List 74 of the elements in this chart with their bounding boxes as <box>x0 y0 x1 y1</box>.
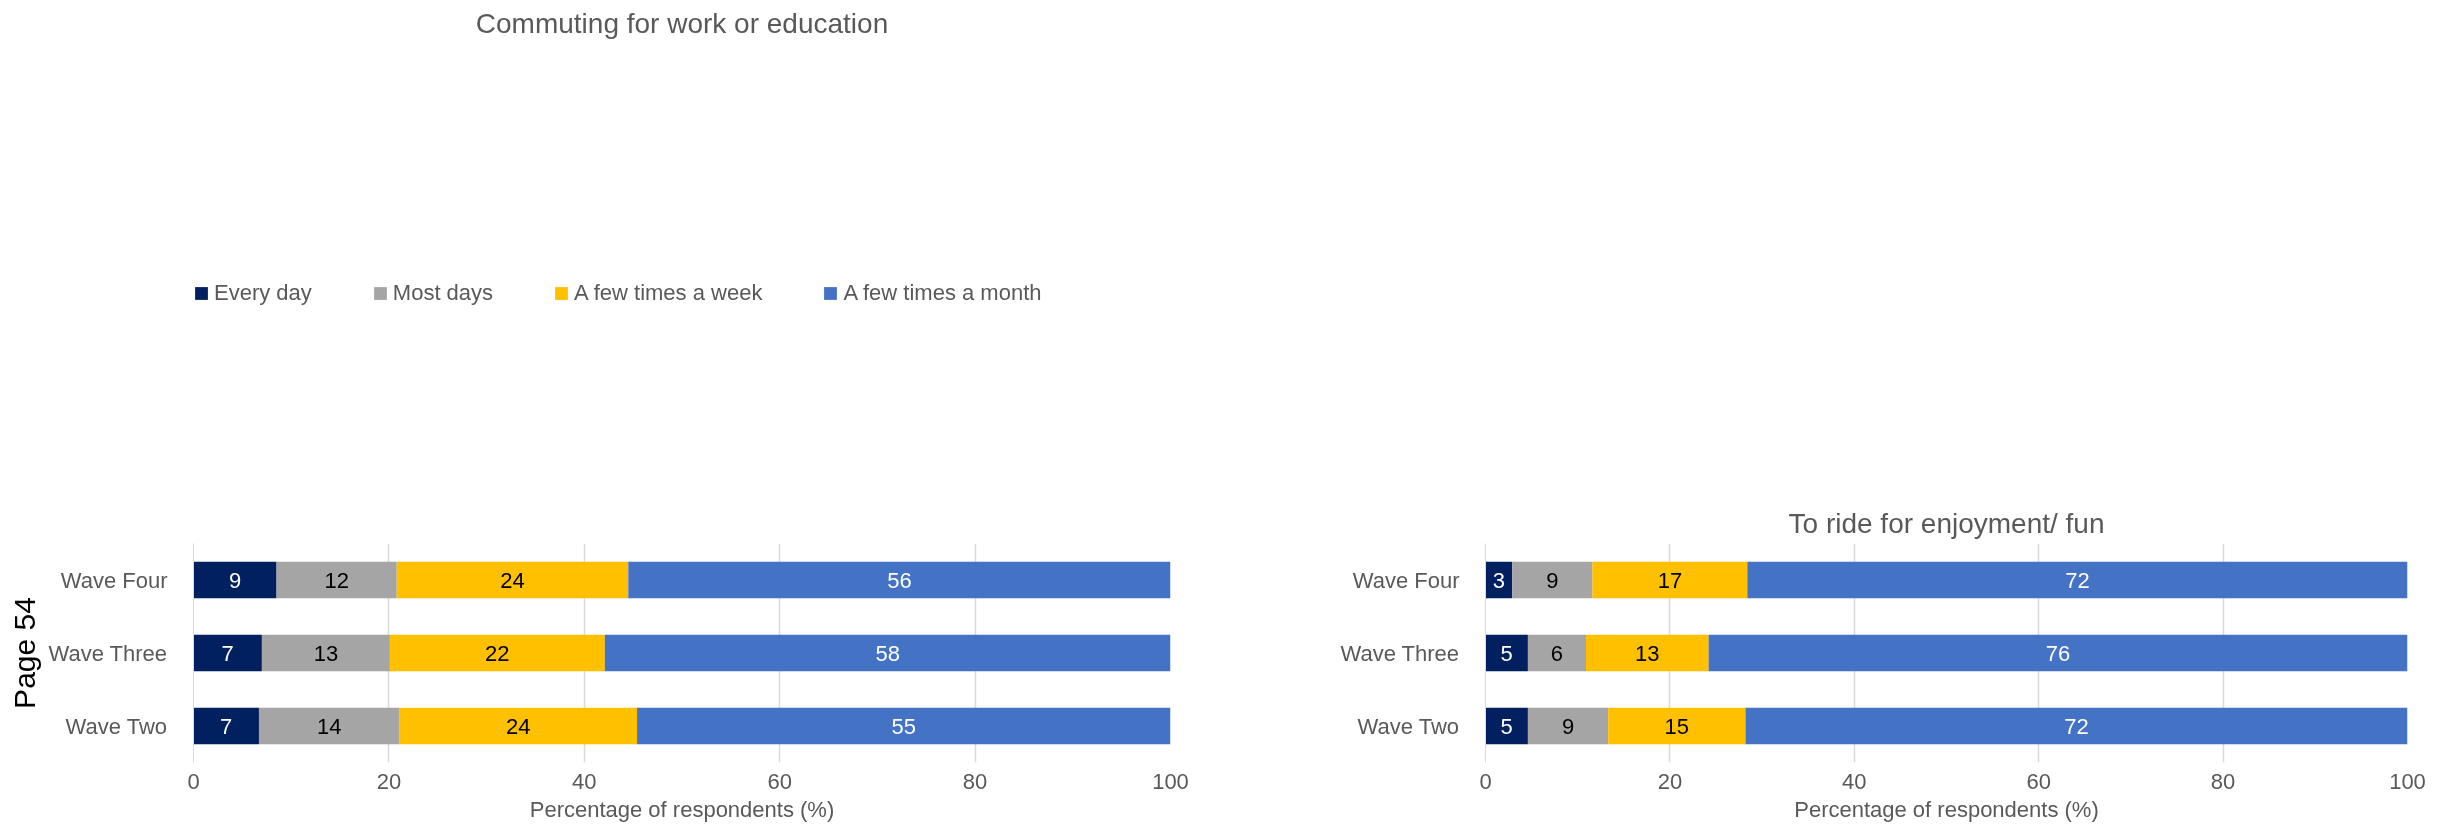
y-tick-label: Wave Four <box>1352 567 1460 593</box>
data-label: 58 <box>875 640 900 666</box>
x-tick-label: 40 <box>572 768 597 794</box>
x-tick-label: 0 <box>1479 768 1492 794</box>
x-tick-label: 20 <box>376 768 402 794</box>
data-label: 76 <box>2045 640 2071 666</box>
data-label: 6 <box>1550 640 1564 666</box>
bar <box>399 707 638 745</box>
legend-label: A few times a month <box>843 280 1042 306</box>
data-label: 55 <box>891 713 917 739</box>
bar <box>637 707 1171 745</box>
bar <box>1485 707 1528 745</box>
data-label: 12 <box>324 567 349 593</box>
legend-label: Every day <box>214 280 312 306</box>
bar <box>1592 561 1748 599</box>
bar <box>1527 634 1586 672</box>
x-tick-label: 60 <box>767 768 792 794</box>
x-axis-title: Percentage of respondents (%) <box>529 796 835 822</box>
bar <box>261 634 390 672</box>
bar <box>389 634 605 672</box>
x-tick-label: 100 <box>2389 768 2426 794</box>
bar <box>396 561 629 599</box>
data-label: 13 <box>313 640 339 666</box>
data-label: 15 <box>1664 713 1690 739</box>
data-label: 5 <box>1500 640 1513 666</box>
data-label: 72 <box>2064 713 2089 739</box>
bar <box>604 634 1171 672</box>
bar <box>1485 634 1528 672</box>
bar <box>1708 634 2408 672</box>
text: Page 54 <box>7 597 41 709</box>
data-label: 24 <box>506 713 531 739</box>
bar <box>1608 707 1746 745</box>
x-tick-label: 80 <box>962 768 988 794</box>
bar <box>1745 707 2408 745</box>
bar <box>628 561 1171 599</box>
data-label: 3 <box>1492 567 1505 593</box>
bar <box>276 561 397 599</box>
y-tick-label: Wave Three <box>1340 640 1460 666</box>
x-tick-label: 60 <box>2026 768 2051 794</box>
data-label: 7 <box>221 640 234 666</box>
x-axis-title: Percentage of respondents (%) <box>1794 796 2099 822</box>
data-label: 22 <box>485 640 510 666</box>
x-tick-label: 80 <box>2210 768 2236 794</box>
x-tick-label: 20 <box>1657 768 1683 794</box>
x-tick-label: 40 <box>1842 768 1867 794</box>
bar <box>193 707 259 745</box>
data-label: 5 <box>1500 713 1513 739</box>
y-tick-label: Wave Four <box>60 567 168 593</box>
chart-title: To ride for enjoyment/ fun <box>1788 507 2105 539</box>
legend-label: Most days <box>392 280 494 306</box>
chart-title: Commuting for work or education <box>475 7 889 39</box>
bar <box>1527 707 1609 745</box>
bar <box>1586 634 1709 672</box>
y-tick-label: Wave Three <box>48 640 168 666</box>
bar <box>258 707 400 745</box>
data-label: 9 <box>228 567 242 593</box>
data-label: 24 <box>500 567 525 593</box>
data-label: 9 <box>1546 567 1559 593</box>
data-label: 7 <box>220 713 233 739</box>
data-label: 14 <box>317 713 342 739</box>
bar <box>193 634 262 672</box>
bar <box>193 561 277 599</box>
data-label: 72 <box>2065 567 2090 593</box>
data-label: 9 <box>1561 713 1575 739</box>
x-tick-label: 100 <box>1152 768 1189 794</box>
bar <box>1747 561 2408 599</box>
data-label: 17 <box>1657 567 1683 593</box>
x-tick-label: 0 <box>187 768 200 794</box>
legend-label: A few times a week <box>574 280 763 306</box>
data-label: 13 <box>1635 640 1660 666</box>
y-tick-label: Wave Two <box>1357 713 1460 739</box>
data-label: 56 <box>887 567 912 593</box>
y-tick-label: Wave Two <box>65 713 168 739</box>
bar <box>1512 561 1593 599</box>
